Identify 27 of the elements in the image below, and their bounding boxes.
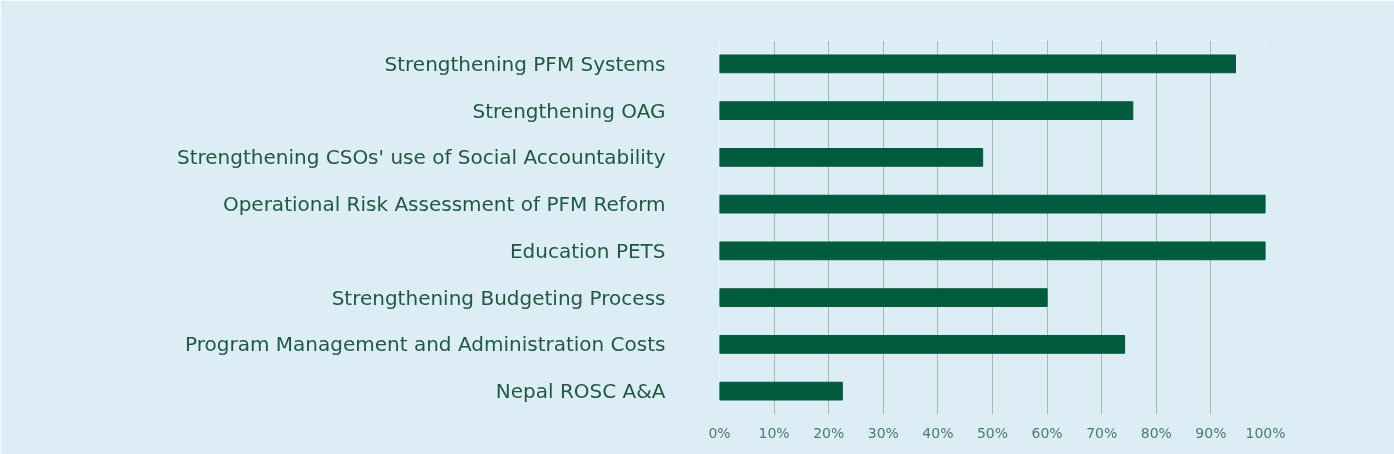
bar [719,147,984,167]
bar [719,54,1236,74]
y-tick-label: Strengthening OAG [472,98,666,123]
bar [719,241,1266,261]
x-tick-label: 0% [708,424,731,441]
y-tick-label: Education PETS [509,238,666,263]
x-tick-label: 80% [1140,424,1172,441]
bar [719,334,1126,354]
x-tick-label: 20% [813,424,845,441]
x-tick-label: 70% [1086,424,1118,441]
bar [719,288,1048,308]
y-tick-label: Program Management and Administration Costs [185,332,666,357]
x-tick-label: 60% [1031,424,1063,441]
x-tick-label: 40% [922,424,954,441]
x-tick-label: 50% [976,424,1009,441]
x-tick-label: 90% [1195,424,1227,441]
x-tick-label: 30% [867,424,899,441]
y-tick-label: Strengthening PFM Systems [384,51,666,76]
y-tick-label: Nepal ROSC A&A [495,379,666,404]
y-tick-label: Strengthening CSOs' use of Social Accountability [176,145,666,170]
bar [719,194,1266,214]
x-tick-label: 10% [758,424,790,441]
y-tick-label: Strengthening Budgeting Process [331,285,666,310]
y-tick-label: Operational Risk Assessment of PFM Reform [222,192,666,217]
bar [719,101,1134,121]
bar [719,381,843,401]
x-tick-label: 100% [1245,424,1286,441]
